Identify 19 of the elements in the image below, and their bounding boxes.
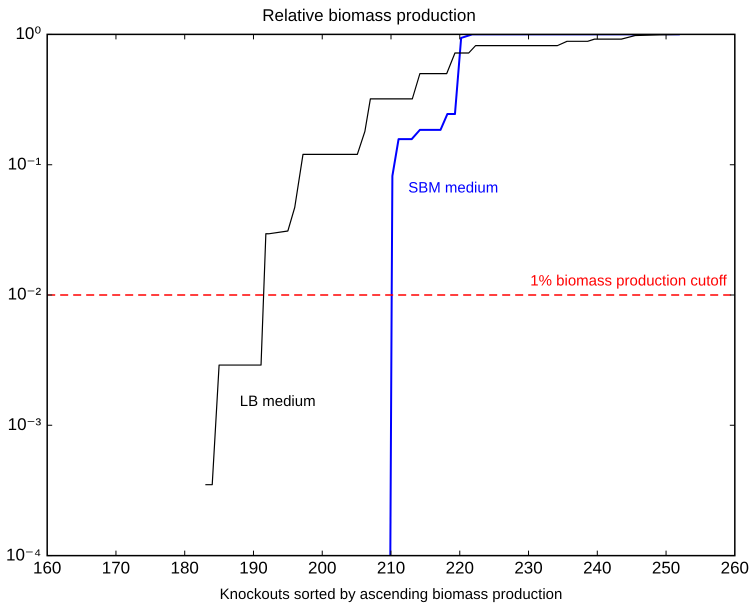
x-tick-label: 170 [102, 558, 130, 578]
x-axis-title: Knockouts sorted by ascending biomass production [220, 586, 562, 604]
x-tick-label: 180 [170, 558, 199, 578]
x-tick-label: 250 [652, 558, 680, 578]
y-tick-label: 10⁻³ [8, 414, 42, 434]
chart-title: Relative biomass production [262, 6, 476, 25]
y-tick-label: 10⁻² [8, 284, 42, 304]
x-tick-label: 230 [514, 558, 543, 578]
series-label: SBM medium [408, 179, 498, 196]
y-tick-label: 10⁻¹ [8, 154, 42, 174]
x-tick-label: 190 [239, 558, 268, 578]
x-tick-label: 210 [376, 558, 406, 578]
y-tick-label: 10⁰ [15, 24, 42, 44]
x-tick-label: 220 [446, 558, 474, 578]
ref-line-label: 1% biomass production cutoff [530, 272, 728, 290]
x-tick-label: 260 [720, 558, 750, 578]
x-tick-label: 200 [308, 558, 336, 578]
series-label: LB medium [240, 392, 316, 410]
x-tick-label: 240 [583, 558, 612, 578]
